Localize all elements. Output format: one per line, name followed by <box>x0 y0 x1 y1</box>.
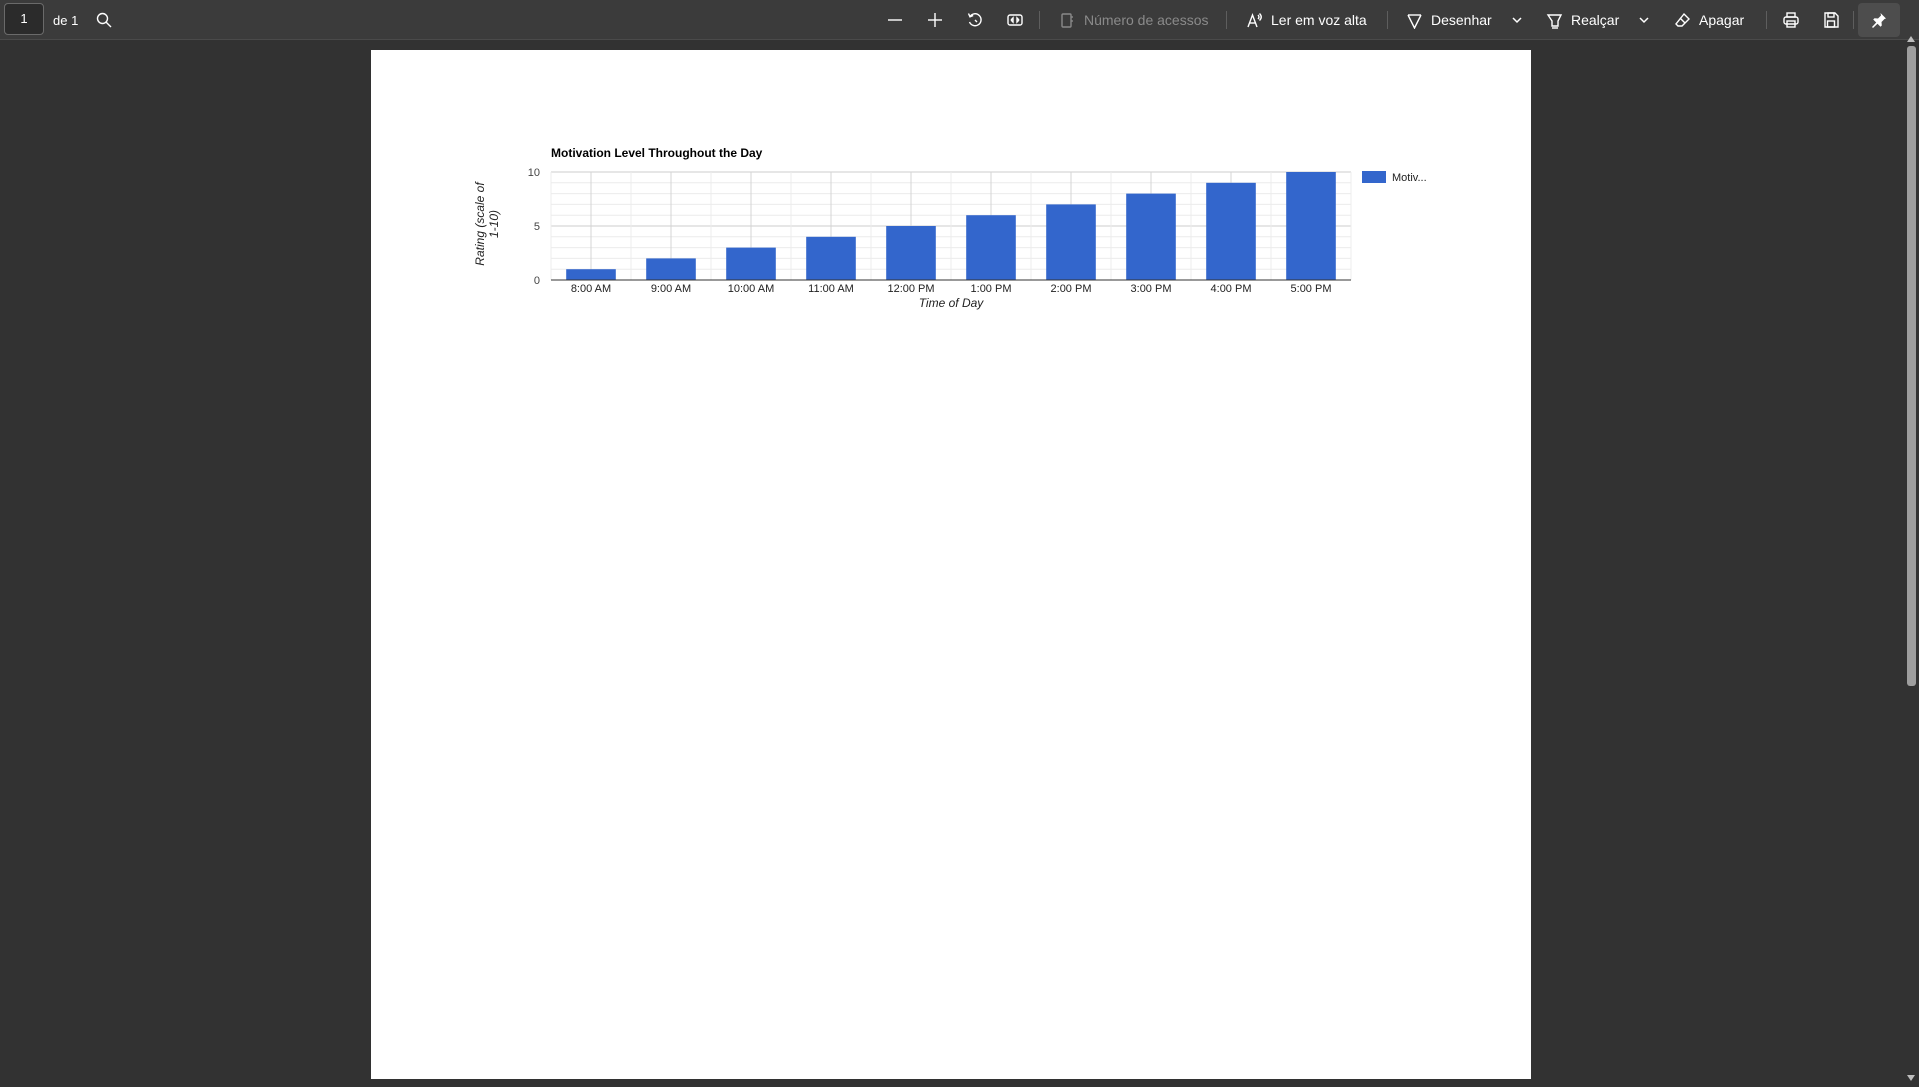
rotate-button[interactable] <box>959 4 991 36</box>
bar-3-00-pm <box>1126 193 1176 280</box>
draw-options-button[interactable] <box>1503 4 1531 36</box>
legend-swatch <box>1362 171 1386 183</box>
scroll-down-arrow-icon[interactable] <box>1906 1069 1916 1081</box>
x-tick-label: 2:00 PM <box>1051 283 1092 295</box>
bar-4-00-pm <box>1206 182 1256 280</box>
pdf-page: Motivation Level Throughout the Day 0 5 10… <box>371 50 1531 1079</box>
bar-5-00-pm <box>1286 172 1336 280</box>
x-tick-label: 8:00 AM <box>571 283 611 295</box>
search-icon[interactable] <box>88 4 120 36</box>
y-axis-label-line: 1-10) <box>487 210 501 238</box>
pin-toolbar-button[interactable] <box>1858 3 1900 37</box>
highlight-options-button[interactable] <box>1630 4 1658 36</box>
access-count-label: Número de acessos <box>1084 12 1209 28</box>
bar-8-00-am <box>566 269 616 280</box>
erase-label: Apagar <box>1699 12 1745 28</box>
x-tick-label: 3:00 PM <box>1131 283 1172 295</box>
y-tick-label: 5 <box>534 221 540 233</box>
rotate-icon <box>967 13 982 27</box>
chart-axes: 0 5 10 8:00 AM 9:00 AM 10:00 AM 11:00 AM 12:00 … <box>528 167 1351 295</box>
y-tick-label: 0 <box>534 275 540 287</box>
highlight-label: Realçar <box>1571 12 1620 28</box>
chart-bars <box>566 172 1336 280</box>
x-tick-label: 9:00 AM <box>651 283 691 295</box>
chart-legend: Motiv... <box>1362 171 1427 184</box>
bar-11-00-am <box>806 236 856 280</box>
print-button[interactable] <box>1775 4 1807 36</box>
print-icon <box>1783 12 1799 28</box>
draw-label: Desenhar <box>1431 12 1492 28</box>
bar-2-00-pm <box>1046 204 1096 280</box>
save-button[interactable] <box>1815 4 1847 36</box>
bar-1-00-pm <box>966 215 1016 280</box>
read-aloud-icon <box>1247 12 1262 27</box>
y-axis-label: Rating (scale of1-10) <box>473 181 501 266</box>
x-tick-label: 11:00 AM <box>808 283 854 295</box>
plus-icon <box>928 13 942 27</box>
minus-icon <box>888 19 902 21</box>
legend-label: Motiv... <box>1392 172 1427 184</box>
zoom-in-button[interactable] <box>919 4 951 36</box>
page-number-input[interactable]: 1 <box>4 3 44 35</box>
toolbar-separator <box>1226 11 1227 29</box>
scroll-up-arrow-icon[interactable] <box>1906 30 1916 42</box>
pin-icon <box>1872 13 1886 28</box>
chart-title: Motivation Level Throughout the Day <box>551 146 763 160</box>
eraser-icon <box>1675 12 1690 27</box>
page-count-icon <box>1061 12 1073 28</box>
y-tick-label: 10 <box>528 167 540 179</box>
chevron-down-icon <box>1512 17 1522 24</box>
toolbar-separator <box>1039 11 1040 29</box>
x-axis-label: Time of Day <box>919 296 985 310</box>
bar-10-00-am <box>726 247 776 280</box>
zoom-out-button[interactable] <box>879 4 911 36</box>
fit-page-button[interactable] <box>999 4 1031 36</box>
fit-page-icon <box>1007 14 1023 26</box>
x-tick-label: 12:00 PM <box>887 283 934 295</box>
access-count-button[interactable]: Número de acessos <box>1059 4 1209 36</box>
toolbar-separator <box>1853 11 1854 29</box>
read-aloud-label: Ler em voz alta <box>1271 12 1367 28</box>
erase-button[interactable]: Apagar <box>1674 4 1744 36</box>
pdf-toolbar: 1 de 1 Número de acessos Ler em voz alta… <box>0 0 1919 40</box>
x-tick-label: 1:00 PM <box>971 283 1012 295</box>
x-tick-label: 10:00 AM <box>728 283 774 295</box>
page-total-label: de 1 <box>53 12 79 28</box>
read-aloud-button[interactable]: Ler em voz alta <box>1246 4 1367 36</box>
vertical-scrollbar[interactable] <box>1903 36 1919 1081</box>
highlight-icon <box>1546 13 1563 29</box>
toolbar-separator <box>1387 11 1388 29</box>
draw-button[interactable]: Desenhar <box>1406 4 1492 36</box>
chevron-down-icon <box>1639 17 1649 24</box>
bar-chart: Motivation Level Throughout the Day 0 5 10… <box>473 146 1427 310</box>
draw-icon <box>1407 13 1422 29</box>
x-tick-label: 4:00 PM <box>1211 283 1252 295</box>
bar-9-00-am <box>646 258 696 280</box>
highlight-button[interactable]: Realçar <box>1546 4 1619 36</box>
save-icon <box>1824 12 1839 28</box>
scrollbar-thumb[interactable] <box>1907 46 1916 686</box>
x-tick-label: 5:00 PM <box>1291 283 1332 295</box>
bar-12-00-pm <box>886 226 936 280</box>
y-axis-label-line: Rating (scale of <box>473 181 487 266</box>
toolbar-separator <box>1766 11 1767 29</box>
